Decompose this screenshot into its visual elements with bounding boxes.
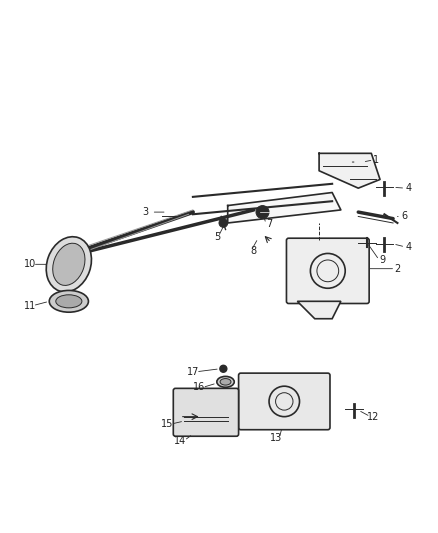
Text: 10: 10 (24, 260, 36, 269)
Text: 8: 8 (251, 246, 257, 256)
FancyBboxPatch shape (239, 373, 330, 430)
Ellipse shape (220, 378, 231, 385)
Text: 7: 7 (266, 219, 272, 229)
Circle shape (220, 365, 227, 372)
Ellipse shape (46, 237, 92, 292)
Text: 3: 3 (142, 207, 148, 217)
Circle shape (256, 206, 269, 219)
Text: 11: 11 (24, 301, 36, 311)
Text: 1: 1 (373, 155, 379, 165)
Text: 16: 16 (193, 383, 205, 392)
Polygon shape (228, 192, 341, 223)
Ellipse shape (53, 243, 85, 286)
Text: 4: 4 (405, 242, 411, 252)
Ellipse shape (49, 290, 88, 312)
Text: 15: 15 (161, 419, 173, 429)
Ellipse shape (217, 376, 234, 387)
Text: 17: 17 (187, 367, 199, 377)
Polygon shape (319, 154, 380, 188)
Text: 4: 4 (405, 183, 411, 193)
Text: 12: 12 (367, 411, 380, 422)
Ellipse shape (56, 295, 82, 308)
FancyBboxPatch shape (286, 238, 369, 303)
Text: 6: 6 (401, 212, 407, 221)
Circle shape (219, 219, 228, 228)
FancyBboxPatch shape (173, 389, 239, 436)
Text: 14: 14 (174, 435, 186, 446)
Text: 13: 13 (269, 433, 282, 443)
Text: 5: 5 (214, 232, 220, 242)
Polygon shape (297, 301, 341, 319)
Text: 2: 2 (394, 264, 401, 273)
Text: 9: 9 (379, 255, 385, 265)
